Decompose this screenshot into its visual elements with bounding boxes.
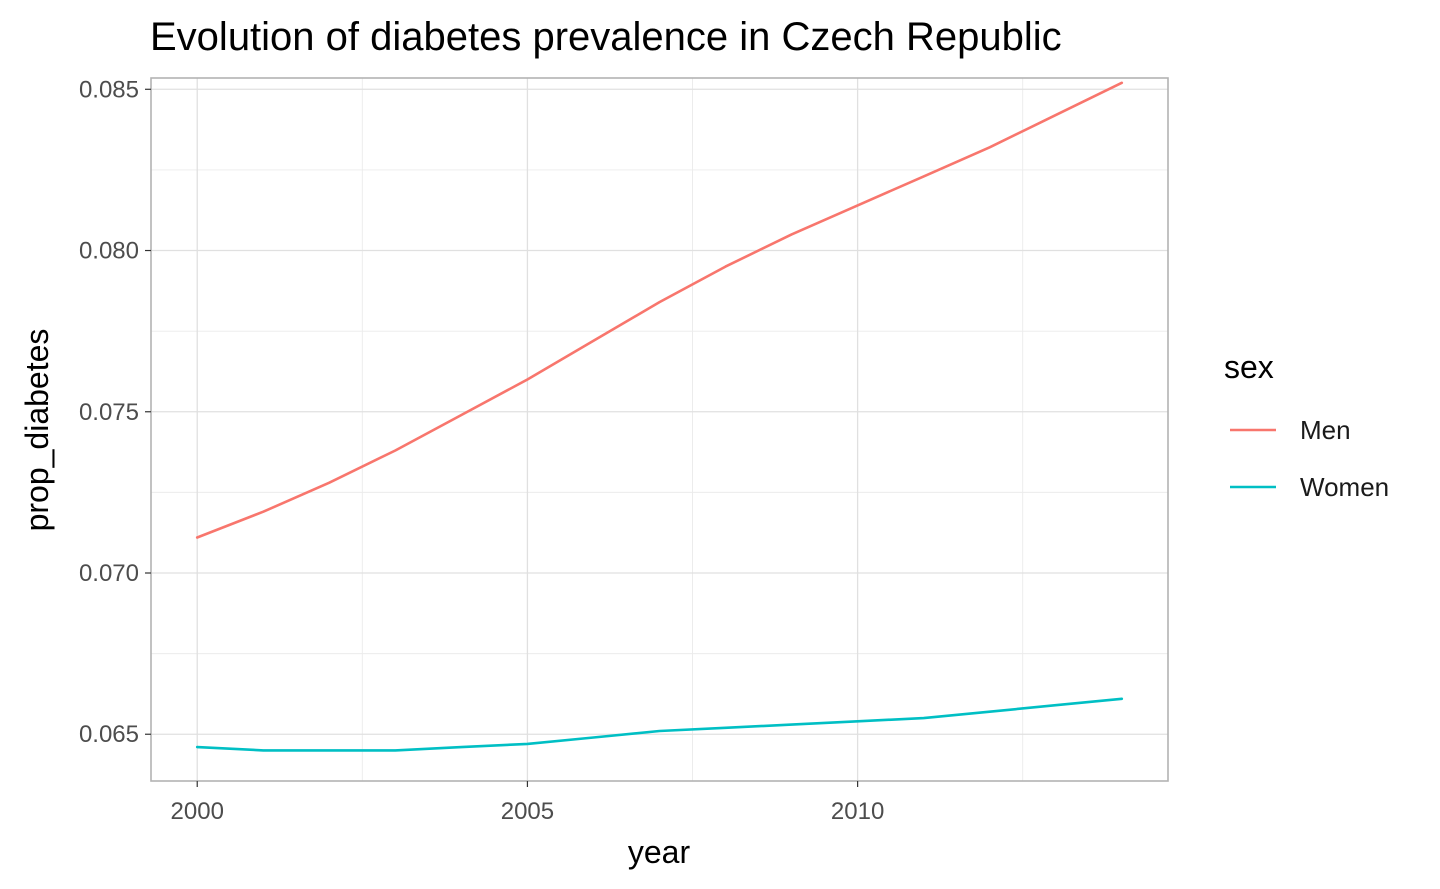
major-gridlines [151,78,1168,781]
x-tick-label: 2010 [831,798,884,825]
chart-title: Evolution of diabetes prevalence in Czec… [150,15,1062,59]
y-axis-ticks: 0.065 0.070 0.075 0.080 0.085 [79,76,151,748]
legend: sex Men Women [1224,349,1389,502]
series-line-women [195,697,1124,752]
x-tick-label: 2005 [501,798,554,825]
minor-gridlines [151,78,1168,781]
series-line-men [195,81,1124,539]
y-axis-title: prop_diabetes [19,329,55,532]
legend-items: Men Women [1230,415,1389,502]
y-tick-label: 0.070 [79,560,139,587]
x-axis-title: year [628,834,691,870]
y-tick-label: 0.065 [79,721,139,748]
legend-label-men: Men [1300,415,1351,445]
y-tick-label: 0.085 [79,76,139,103]
legend-label-women: Women [1300,472,1389,502]
y-tick-label: 0.075 [79,399,139,426]
y-tick-label: 0.080 [79,238,139,265]
legend-title: sex [1224,349,1274,385]
plot-panel-border [150,77,1169,782]
series-lines [195,81,1124,752]
x-tick-label: 2000 [171,798,224,825]
x-axis-ticks: 2000 2005 2010 [171,781,884,825]
